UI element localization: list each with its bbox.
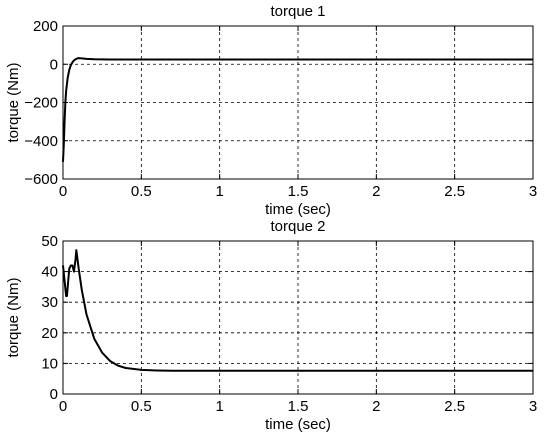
x-tick-label: 2.5 [444,398,465,415]
x-tick-label: 0 [59,398,67,415]
x-tick-label: 0 [59,183,67,200]
y-tick-label: −200 [24,95,58,112]
torque-1-line [62,57,533,162]
x-tick-label: 1 [215,398,223,415]
x-tick-label: 2 [372,183,380,200]
y-tick-label: 0 [50,56,58,73]
y-tick-label: 200 [33,18,58,35]
x-tick-label: 1 [215,183,223,200]
torque-2-line [62,249,533,372]
y-tick-label: 20 [41,325,58,342]
x-tick-label: 3 [529,183,537,200]
y-tick-label: −600 [24,171,58,188]
y-tick-label: 30 [41,294,58,311]
x-tick-label: 2.5 [444,183,465,200]
x-axis-label: time (sec) [265,416,331,433]
x-tick-label: 0.5 [131,398,152,415]
y-tick-label: 50 [41,233,58,250]
y-axis-label: torque (Nm) [5,62,22,142]
y-tick-label: −400 [24,133,58,150]
x-axis-label: time (sec) [265,201,331,218]
y-tick-label: 10 [41,355,58,372]
y-axis-label: torque (Nm) [5,277,22,357]
chart-title-1: torque 1 [270,3,325,20]
chart-title-2: torque 2 [270,218,325,235]
x-tick-label: 1.5 [288,183,309,200]
y-tick-label: 0 [50,386,58,403]
x-tick-label: 1.5 [288,398,309,415]
y-tick-label: 40 [41,264,58,281]
x-tick-label: 0.5 [131,183,152,200]
x-tick-label: 3 [529,398,537,415]
x-tick-label: 2 [372,398,380,415]
